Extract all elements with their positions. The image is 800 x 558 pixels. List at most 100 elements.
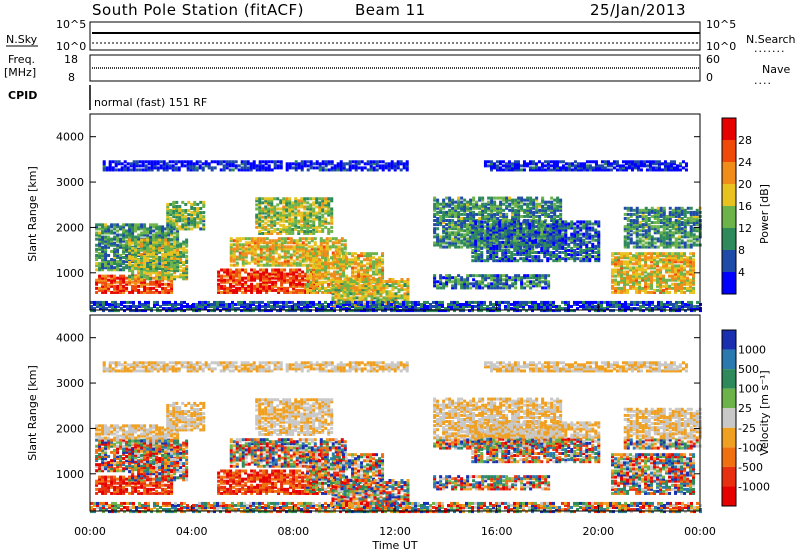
power-cell xyxy=(540,247,543,250)
power-cell xyxy=(523,203,526,206)
power-cell xyxy=(520,205,523,208)
power-cell xyxy=(367,282,370,285)
power-cell xyxy=(541,286,544,289)
power-cell xyxy=(478,211,481,214)
power-cell xyxy=(113,242,116,245)
power-cell xyxy=(403,288,406,291)
power-cell xyxy=(283,273,286,276)
power-cell xyxy=(116,285,119,288)
power-cell xyxy=(671,252,674,255)
power-cell xyxy=(433,213,436,216)
power-cell xyxy=(235,279,238,282)
power-cell xyxy=(647,252,650,255)
power-cell xyxy=(442,235,445,238)
power-cell xyxy=(463,199,466,202)
power-cell xyxy=(161,225,164,228)
power-cell xyxy=(477,253,480,256)
power-cell xyxy=(278,262,281,265)
power-cell xyxy=(164,261,167,264)
power-cell xyxy=(196,207,199,210)
power-cell xyxy=(311,245,314,248)
power-cell xyxy=(176,275,179,278)
power-cell xyxy=(522,249,525,252)
power-cell xyxy=(170,243,173,246)
power-cell xyxy=(202,223,205,226)
power-cell xyxy=(260,264,263,267)
power-cell xyxy=(269,264,272,267)
power-cell xyxy=(457,211,460,214)
power-cell xyxy=(161,257,164,260)
power-cell xyxy=(493,213,496,216)
power-cell xyxy=(271,281,274,284)
power-cell xyxy=(394,280,397,283)
power-cell xyxy=(647,273,650,276)
power-cell xyxy=(556,205,559,208)
power-cell xyxy=(650,271,653,274)
power-cell xyxy=(585,241,588,244)
power-cell xyxy=(381,258,384,261)
power-cell xyxy=(379,278,382,281)
power-cell xyxy=(484,284,487,287)
power-cell xyxy=(480,229,483,232)
power-cell xyxy=(674,252,677,255)
power-cell xyxy=(591,255,594,258)
power-cell xyxy=(300,212,303,215)
power-cell xyxy=(348,258,351,261)
power-cell xyxy=(579,220,582,223)
power-cell xyxy=(324,218,327,221)
power-cell xyxy=(617,252,620,255)
power-cell xyxy=(544,201,547,204)
power-cell xyxy=(489,243,492,246)
power-cell xyxy=(460,246,463,249)
power-cell xyxy=(457,278,460,281)
power-cell xyxy=(287,256,290,259)
power-cell xyxy=(193,201,196,204)
power-cell xyxy=(570,220,573,223)
power-cell xyxy=(98,232,101,235)
power-cell xyxy=(594,220,597,223)
power-cell xyxy=(259,268,262,271)
power-cell xyxy=(561,233,564,236)
power-cell xyxy=(196,221,199,224)
power-cell xyxy=(529,274,532,277)
power-cell xyxy=(633,219,636,222)
power-cell xyxy=(295,289,298,292)
power-cell xyxy=(400,284,403,287)
power-cell xyxy=(662,252,665,255)
power-cell xyxy=(341,243,344,246)
power-cell xyxy=(175,227,178,230)
power-cell xyxy=(627,223,630,226)
power-cell xyxy=(433,241,436,244)
power-cell xyxy=(355,296,358,299)
power-cell xyxy=(576,243,579,246)
power-cell xyxy=(302,237,305,240)
power-cell xyxy=(508,197,511,200)
power-cell xyxy=(486,237,489,240)
power-cell xyxy=(301,289,304,292)
power-cell xyxy=(348,252,351,255)
power-cell xyxy=(146,239,149,242)
power-cell xyxy=(484,203,487,206)
power-cell xyxy=(680,252,683,255)
power-cell xyxy=(282,205,285,208)
power-cell xyxy=(363,258,366,261)
power-cell xyxy=(451,231,454,234)
power-cell xyxy=(128,255,131,258)
power-cell xyxy=(137,223,140,226)
power-cell xyxy=(436,280,439,283)
power-cell xyxy=(169,217,172,220)
power-cell xyxy=(107,279,110,282)
power-cell xyxy=(140,259,143,262)
power-cell xyxy=(480,220,483,223)
power-cell xyxy=(388,284,391,287)
power-cell xyxy=(264,216,267,219)
power-cell xyxy=(253,268,256,271)
power-cell xyxy=(579,227,582,230)
nave-dots: .... xyxy=(754,74,772,87)
power-cell xyxy=(202,211,205,214)
power-cell xyxy=(487,213,490,216)
power-cell xyxy=(469,282,472,285)
power-cell xyxy=(629,252,632,255)
power-cell xyxy=(520,197,523,200)
